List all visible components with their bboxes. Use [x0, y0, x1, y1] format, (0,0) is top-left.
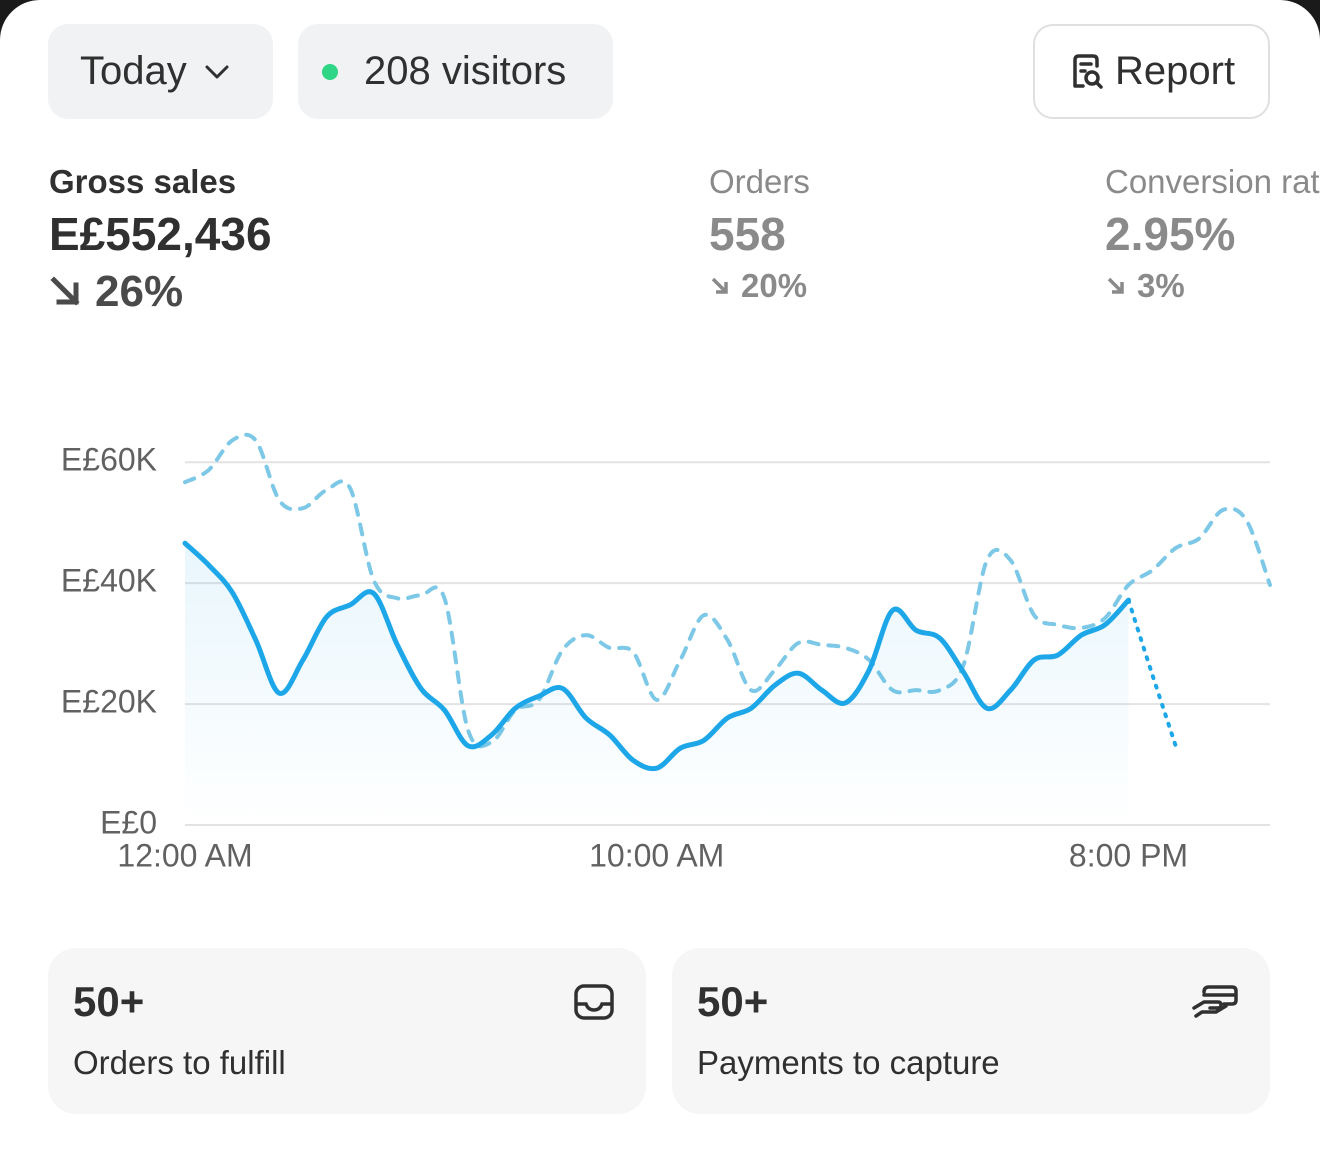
line-series: [1126, 598, 1178, 748]
card-count: 50+: [697, 978, 769, 1025]
metric-label: Orders: [709, 163, 810, 200]
metric-value: 2.95%: [1105, 208, 1236, 260]
y-tick-label: E£60K: [61, 442, 157, 478]
x-tick-label: 10:00 AM: [589, 837, 724, 873]
visitors-pill[interactable]: 208 visitors: [298, 24, 613, 119]
orders-card[interactable]: 50+ Orders to fulfill: [48, 948, 646, 1114]
sales-chart: E£0 E£20K E£40K E£60K 12:00 AM 10:00 AM 8:00 P…: [61, 432, 1272, 873]
area-fill: [185, 543, 1129, 825]
line-series: [183, 432, 1272, 749]
report-button[interactable]: Report: [1033, 24, 1270, 119]
x-tick-label: 12:00 AM: [117, 837, 252, 873]
y-tick-label: E£40K: [61, 563, 157, 599]
report-icon: [1073, 53, 1103, 89]
line-series: [182, 540, 1131, 772]
card-label: Orders to fulfill: [73, 1044, 286, 1081]
metric-change: 3%: [1137, 267, 1185, 304]
metric-label: Conversion rate: [1105, 163, 1320, 200]
metric-change: 26%: [95, 267, 184, 316]
period-label: Today: [80, 49, 187, 93]
card-label: Payments to capture: [697, 1044, 1000, 1081]
live-dot: [322, 63, 338, 80]
metric-value: 558: [709, 208, 786, 260]
y-tick-label: E£20K: [61, 684, 157, 720]
metric-value: E£552,436: [49, 208, 272, 260]
down-arrow-icon: [711, 277, 728, 294]
chevron-icon: [205, 65, 229, 78]
down-arrow-icon: [1107, 277, 1124, 294]
metric-orders[interactable]: Orders 558 20%: [709, 160, 810, 308]
report-label: Report: [1115, 49, 1236, 93]
card-count: 50+: [73, 978, 145, 1025]
payments-card[interactable]: 50+ Payments to capture: [672, 948, 1270, 1114]
metric-gross-sales[interactable]: Gross sales E£552,436 26%: [49, 160, 272, 320]
period-selector[interactable]: Today: [48, 24, 273, 119]
down-arrow-icon: [50, 276, 80, 306]
metric-conversion[interactable]: Conversion rate 2.95% 3%: [1105, 160, 1320, 308]
metric-label: Gross sales: [49, 163, 237, 200]
x-tick-label: 8:00 PM: [1069, 837, 1188, 873]
inbox-icon: [574, 984, 614, 1020]
payment-icon: [1192, 985, 1238, 1018]
metric-change: 20%: [741, 267, 808, 304]
visitors-label: 208 visitors: [364, 49, 567, 93]
y-tick-label: E£0: [100, 804, 157, 840]
